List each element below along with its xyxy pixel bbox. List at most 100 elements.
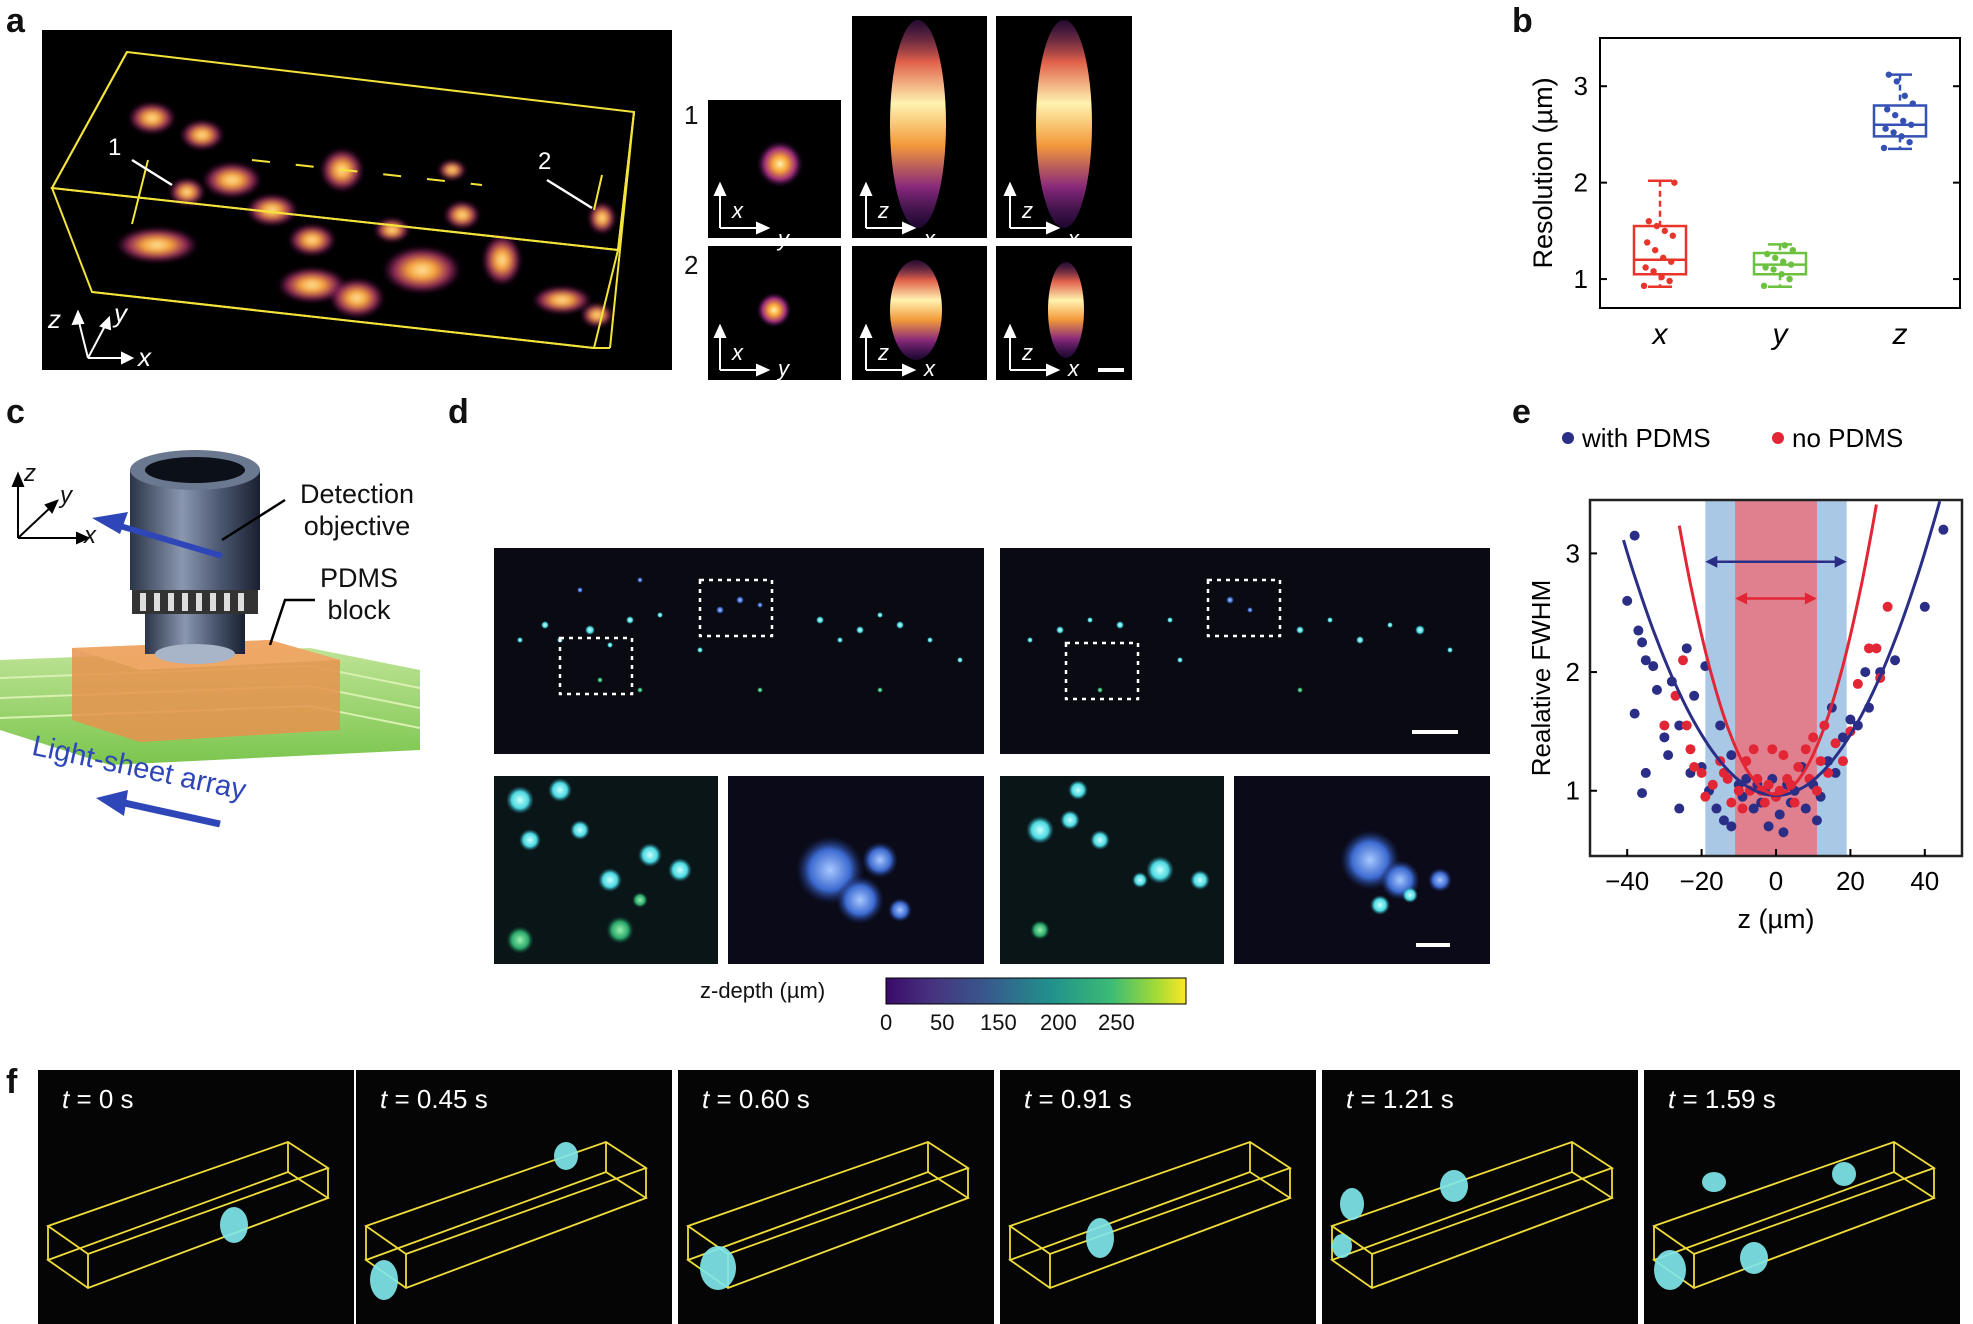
legend-label-no-pdms: no PDMS [1792, 423, 1903, 453]
data-point-with-pdms [1629, 530, 1640, 541]
data-point-no-pdms [1726, 797, 1737, 808]
box-z [1872, 104, 1928, 138]
data-point-x [1666, 277, 1673, 285]
timelapse-volume-3 [1008, 1141, 1293, 1290]
data-point-with-pdms [1860, 667, 1871, 678]
fluorescent-cells [115, 102, 616, 327]
plot-frame-b [1599, 37, 1961, 309]
data-point-y [1780, 258, 1787, 265]
pdms-block-label-line2: block [327, 595, 391, 626]
data-point-with-pdms [1778, 827, 1789, 838]
data-point-x [1642, 264, 1649, 271]
data-point-y [1789, 246, 1796, 254]
data-point-no-pdms [1748, 744, 1759, 755]
data-point-no-pdms [1793, 762, 1804, 772]
data-point-with-pdms [1890, 655, 1901, 666]
data-point-with-pdms [1640, 767, 1651, 778]
colorbar-tick-0: 0 [880, 1010, 893, 1035]
cell-blob [220, 1207, 248, 1243]
setup-axis-x: x [84, 522, 96, 549]
setup-axes [11, 471, 91, 545]
colorbar-label: z-depth (µm) [700, 978, 826, 1003]
data-point-x [1661, 227, 1668, 235]
psf-axis-arrows [713, 181, 1061, 377]
data-point-z [1901, 92, 1908, 100]
pdms-leader [268, 598, 315, 646]
data-point-x [1653, 222, 1660, 230]
plot-area-e: −40 −20 0 20 40 1 2 3 z (µm) Realative FWHM [1530, 498, 1964, 934]
zoom-crop-3 [1000, 776, 1224, 964]
xtick-label-e: −20 [1680, 866, 1724, 896]
ytick-label-e: 2 [1566, 657, 1580, 687]
psf-crops [708, 16, 1132, 380]
data-point-with-pdms [1774, 809, 1785, 820]
scatter-relative-fwhm: −40 −20 0 20 40 1 2 3 z (µm) Realative FWHM with P… [1530, 423, 1964, 934]
time-value: = 0.91 s [1031, 1084, 1132, 1114]
timelapse-frame-4: t = 1.21 s [1322, 1070, 1638, 1324]
data-point-x [1652, 246, 1659, 254]
time-symbol: t [1668, 1084, 1676, 1114]
data-point-z [1890, 129, 1897, 136]
colorbar-tick-250: 250 [1098, 1010, 1135, 1035]
data-point-no-pdms [1707, 779, 1718, 790]
zoom-crop-4 [1234, 776, 1490, 964]
xlabel-e: z (µm) [1737, 904, 1814, 934]
setup-axis-z: z [24, 460, 36, 487]
cell-blob [1740, 1242, 1768, 1274]
ytick-label-b: 3 [1574, 71, 1588, 101]
data-point-no-pdms [1811, 785, 1822, 796]
data-point-with-pdms [1637, 788, 1648, 799]
detection-objective-label-line2: objective [303, 511, 411, 542]
time-value: = 0.60 s [709, 1084, 810, 1114]
panel-label-c: c [6, 393, 25, 431]
width-arrowhead-right-0 [1834, 555, 1847, 568]
data-point-no-pdms [1871, 643, 1882, 654]
box-outline-top [364, 1141, 649, 1256]
data-point-no-pdms [1830, 738, 1841, 749]
data-point-y [1772, 254, 1779, 262]
cell-blob [1654, 1250, 1686, 1290]
ylabel-b: Resolution (µm) [1530, 77, 1558, 268]
legend-dot-with-pdms [1562, 432, 1574, 444]
data-point-y [1764, 250, 1771, 258]
cell-blob [1702, 1172, 1726, 1192]
lightsheet-direction-arrow [92, 512, 223, 559]
data-point-no-pdms [1733, 785, 1744, 796]
data-point-with-pdms [1919, 601, 1930, 612]
timelapse-volume-5 [1652, 1141, 1937, 1290]
box-outline-top [1008, 1141, 1293, 1256]
roi-1-pointer [131, 158, 173, 187]
data-point-z [1884, 106, 1891, 113]
volume-render-svg [50, 50, 636, 365]
colorbar-tick-150: 150 [980, 1010, 1017, 1035]
width-arrowhead-left-1 [1735, 592, 1748, 605]
box-x [1632, 224, 1688, 276]
data-point-with-pdms [1651, 684, 1662, 695]
xtick-label-b: y [1771, 318, 1790, 351]
xtick-label-b: z [1892, 318, 1908, 351]
time-label-3: t = 0.91 s [1024, 1084, 1132, 1115]
cell-blob [554, 1142, 578, 1170]
data-point-z [1909, 100, 1916, 107]
psf-1-xz-a-hlabel: x [924, 226, 935, 251]
psf-1-xz-b-hlabel: x [1068, 226, 1079, 251]
psf-1-xy-vlabel: x [732, 198, 743, 223]
time-label-5: t = 1.59 s [1668, 1084, 1776, 1115]
panel-label-e: e [1512, 393, 1531, 431]
data-point-no-pdms [1852, 678, 1863, 689]
data-point-no-pdms [1789, 797, 1800, 808]
roi-2-label: 2 [538, 148, 552, 175]
objective-leader [221, 498, 286, 542]
ytick-label-e: 3 [1566, 538, 1580, 568]
box-outline [1652, 1170, 1936, 1290]
data-point-z [1898, 133, 1905, 140]
data-point-with-pdms [1689, 690, 1700, 701]
time-label-2: t = 0.60 s [702, 1084, 810, 1115]
colorbar-tick-200: 200 [1040, 1010, 1077, 1035]
data-point-y [1788, 261, 1795, 268]
data-point-with-pdms [1800, 803, 1811, 814]
detection-objective-label-line1: Detection [300, 479, 415, 509]
data-point-y [1781, 242, 1788, 249]
data-point-y [1786, 275, 1793, 283]
pdms-block-label: PDMS block [320, 562, 398, 627]
